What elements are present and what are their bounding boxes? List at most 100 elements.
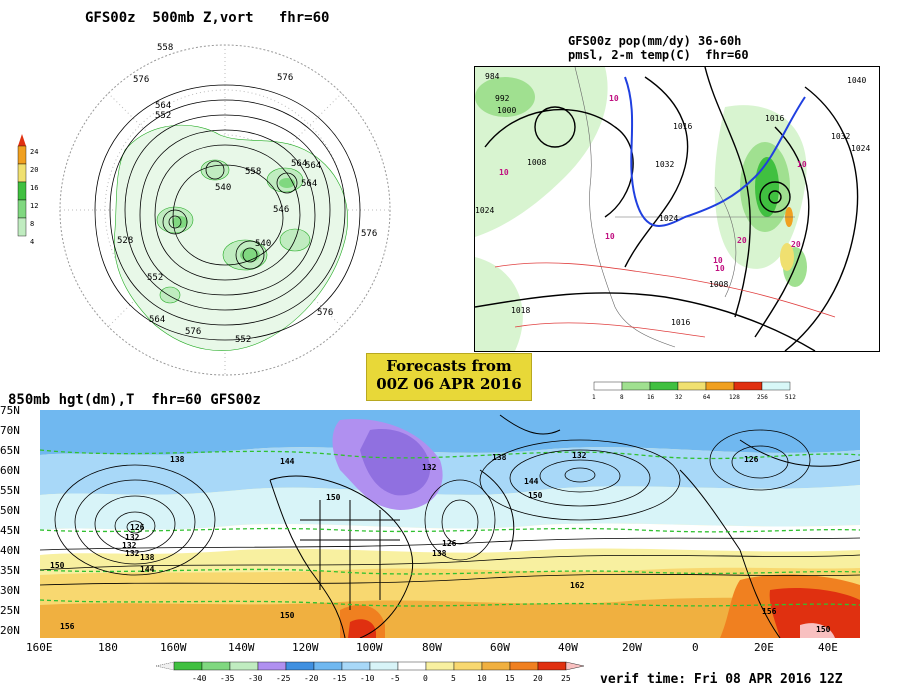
- contour-label: 558: [157, 43, 173, 53]
- temp-legend-tick: -25: [276, 674, 291, 683]
- temp-legend: -40 -35 -30 -25 -20 -15 -10 -5 0 5 10 15…: [150, 660, 590, 686]
- contour-label: 564: [301, 179, 317, 189]
- pop-legend-tick: 256: [757, 394, 768, 401]
- temp-legend-tick: -5: [390, 674, 400, 683]
- pressure-label: 1032: [831, 132, 850, 141]
- lat-label: 25N: [0, 604, 20, 617]
- vort-legend-tick: 16: [30, 184, 38, 192]
- lon-label: 40E: [818, 641, 838, 654]
- temp-legend-tick: -10: [360, 674, 375, 683]
- lat-axis: 75N 70N 65N 60N 55N 50N 45N 40N 35N 30N …: [0, 404, 40, 644]
- contour-label: 576: [317, 308, 333, 318]
- lon-label: 160E: [26, 641, 53, 654]
- lat-label: 40N: [0, 544, 20, 557]
- contour-label: 564: [155, 101, 171, 111]
- vort-legend-tick: 20: [30, 166, 38, 174]
- lat-label: 75N: [0, 404, 20, 417]
- banner-line1: Forecasts from: [386, 357, 512, 375]
- pressure-label: 1018: [511, 306, 530, 315]
- pressure-label: 1024: [659, 214, 678, 223]
- pressure-label: 1000: [497, 106, 516, 115]
- temperature-map: 138 144 132 138 132 126 132 138 144 150 …: [40, 410, 860, 638]
- forecast-banner: Forecasts from 00Z 06 APR 2016: [366, 353, 532, 401]
- lat-label: 20N: [0, 624, 20, 637]
- lat-label: 30N: [0, 584, 20, 597]
- height-label: 132: [122, 541, 137, 550]
- panel-850mb-map: 138 144 132 138 132 126 132 138 144 150 …: [40, 410, 860, 638]
- height-label: 138: [492, 453, 507, 462]
- polar-stereographic-map: 558 576 576 564 552 564 540 558 564 546 …: [59, 43, 391, 376]
- contour-label: 576: [133, 75, 149, 85]
- pmsl-map: 984 1000 992 1008 1016 1024 1032 1040 10…: [475, 67, 870, 351]
- lon-label: 100W: [356, 641, 383, 654]
- contour-label: 576: [185, 327, 201, 337]
- pop-legend-tick: 64: [703, 394, 711, 401]
- lat-label: 45N: [0, 524, 20, 537]
- contour-label: 552: [155, 111, 171, 121]
- contour-label: 552: [147, 273, 163, 283]
- temp-label: 10: [499, 168, 509, 177]
- contour-label: 564: [305, 161, 321, 171]
- lat-label: 70N: [0, 424, 20, 437]
- height-label: 150: [816, 625, 831, 634]
- lat-label: 50N: [0, 504, 20, 517]
- pop-legend-tick: 128: [729, 394, 740, 401]
- pop-legend-tick: 16: [647, 394, 655, 401]
- vort-legend-tick: 24: [30, 148, 38, 156]
- contour-label: 564: [291, 159, 307, 169]
- height-label: 156: [60, 622, 75, 631]
- temp-label: 10: [713, 256, 723, 265]
- lon-label: 120W: [292, 641, 319, 654]
- height-label: 132: [125, 533, 140, 542]
- height-label: 132: [422, 463, 437, 472]
- lon-axis: 160E 180 160W 140W 120W 100W 80W 60W 40W…: [0, 641, 900, 655]
- contour-label: 546: [273, 205, 289, 215]
- contour-label: 576: [277, 73, 293, 83]
- pressure-label: 1016: [765, 114, 784, 123]
- height-label: 138: [140, 553, 155, 562]
- vort-legend-tick: 8: [30, 220, 34, 228]
- temp-label: 20: [791, 240, 801, 249]
- temp-legend-tick: -15: [332, 674, 347, 683]
- temp-legend-tick: 15: [505, 674, 515, 683]
- lon-label: 60W: [490, 641, 510, 654]
- temp-legend-tick: -35: [220, 674, 235, 683]
- banner-line2: 00Z 06 APR 2016: [376, 375, 522, 393]
- lon-label: 40W: [558, 641, 578, 654]
- height-label: 144: [524, 477, 539, 486]
- temp-legend-tick: -40: [192, 674, 207, 683]
- temp-label: 10: [605, 232, 615, 241]
- pop-legend-tick: 32: [675, 394, 683, 401]
- height-label: 144: [280, 457, 295, 466]
- temp-legend-tick: 0: [423, 674, 428, 683]
- pressure-label: 1024: [851, 144, 870, 153]
- contour-label: 564: [149, 315, 165, 325]
- contour-label: 552: [235, 335, 251, 345]
- panel-500mb-map: 558 576 576 564 552 564 540 558 564 546 …: [55, 40, 400, 380]
- temp-legend-tick: -30: [248, 674, 263, 683]
- temp-legend-tick: 20: [533, 674, 543, 683]
- height-label: 150: [50, 561, 65, 570]
- height-label: 126: [442, 539, 457, 548]
- vort-legend: 24 20 16 12 8 4: [16, 132, 56, 262]
- lon-label: 180: [98, 641, 118, 654]
- pressure-label: 984: [485, 72, 500, 81]
- temp-label: 20: [737, 236, 747, 245]
- lon-label: 160W: [160, 641, 187, 654]
- lon-label: 20W: [622, 641, 642, 654]
- pop-legend-tick: 8: [620, 394, 624, 401]
- height-label: 150: [280, 611, 295, 620]
- height-label: 162: [570, 581, 585, 590]
- contour-label: 528: [117, 236, 133, 246]
- temp-legend-tick: -20: [304, 674, 319, 683]
- height-label: 126: [744, 455, 759, 464]
- temp-label: 10: [609, 94, 619, 103]
- contour-label: 540: [215, 183, 231, 193]
- height-label: 132: [125, 549, 140, 558]
- pressure-label: 1008: [527, 158, 546, 167]
- height-label: 144: [140, 565, 155, 574]
- pop-legend: 1 8 16 32 64 128 256 512: [560, 380, 850, 402]
- pressure-label: 1024: [475, 206, 494, 215]
- lon-label: 0: [692, 641, 699, 654]
- temp-label: 10: [797, 160, 807, 169]
